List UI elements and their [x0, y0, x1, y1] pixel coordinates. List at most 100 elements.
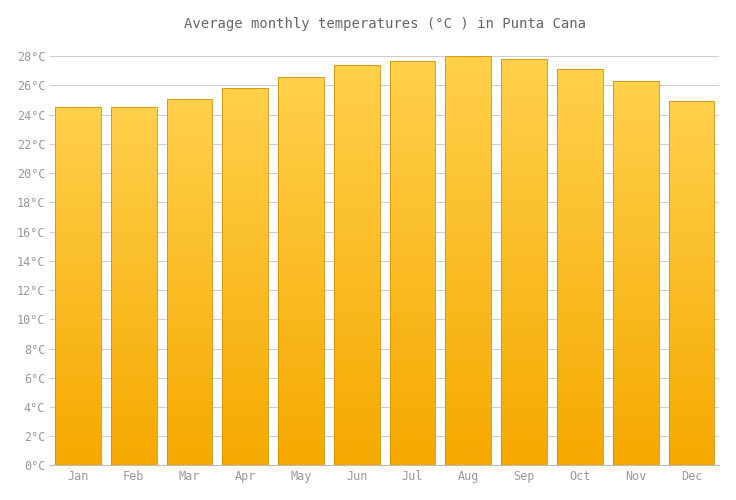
Bar	[389, 232, 436, 237]
Bar	[222, 395, 268, 400]
Bar	[55, 134, 101, 138]
Bar	[278, 364, 324, 368]
Bar	[166, 392, 212, 396]
Bar	[557, 372, 603, 376]
Bar	[111, 340, 157, 344]
Bar	[668, 129, 715, 134]
Bar	[501, 379, 547, 384]
Bar	[111, 161, 157, 166]
Bar	[222, 310, 268, 314]
Bar	[389, 364, 436, 370]
Bar	[389, 116, 436, 121]
Bar	[111, 166, 157, 170]
Bar	[222, 272, 268, 277]
Bar	[668, 220, 715, 224]
Bar	[111, 314, 157, 318]
Bar	[166, 236, 212, 240]
Bar	[111, 354, 157, 358]
Bar	[278, 392, 324, 398]
Bar	[668, 438, 715, 442]
Bar	[613, 264, 659, 268]
Bar	[613, 432, 659, 436]
Bar	[445, 148, 491, 154]
Bar	[278, 407, 324, 412]
Bar	[557, 193, 603, 198]
Bar	[278, 334, 324, 339]
Bar	[278, 252, 324, 256]
Bar	[334, 250, 380, 255]
Bar	[389, 339, 436, 344]
Bar	[166, 254, 212, 259]
Bar	[222, 239, 268, 244]
Bar	[557, 79, 603, 84]
Bar	[557, 327, 603, 332]
Bar	[111, 416, 157, 420]
Bar	[55, 197, 101, 202]
Bar	[389, 228, 436, 232]
Bar	[668, 324, 715, 329]
Bar	[222, 136, 268, 140]
Bar	[613, 120, 659, 124]
Bar	[278, 184, 324, 188]
Bar	[278, 203, 324, 208]
Bar	[501, 176, 547, 181]
Bar	[166, 126, 212, 130]
Bar	[55, 300, 101, 304]
Bar	[166, 213, 212, 218]
Bar	[613, 172, 659, 177]
Bar	[334, 255, 380, 260]
Bar	[445, 394, 491, 399]
Bar	[222, 150, 268, 154]
Bar	[501, 100, 547, 105]
Bar	[613, 81, 659, 86]
Bar	[389, 456, 436, 460]
Bar	[557, 352, 603, 356]
Bar	[278, 228, 324, 232]
Bar	[111, 362, 157, 367]
Bar	[166, 296, 212, 300]
Bar	[501, 303, 547, 308]
Bar	[445, 168, 491, 174]
Bar	[111, 134, 157, 138]
Bar	[166, 364, 212, 369]
Bar	[613, 278, 659, 283]
Bar	[55, 152, 101, 156]
Bar	[613, 168, 659, 172]
Bar	[55, 438, 101, 443]
Bar	[668, 260, 715, 266]
Bar	[166, 356, 212, 360]
Bar	[445, 66, 491, 71]
Bar	[557, 376, 603, 382]
Bar	[166, 452, 212, 456]
Bar	[389, 278, 436, 283]
Bar	[445, 358, 491, 363]
Bar	[334, 145, 380, 150]
Bar	[613, 298, 659, 302]
Bar	[222, 268, 268, 272]
Bar	[389, 156, 436, 162]
Bar	[445, 307, 491, 312]
Bar	[557, 114, 603, 119]
Bar	[166, 264, 212, 268]
Bar	[55, 188, 101, 192]
Bar	[613, 148, 659, 153]
Bar	[445, 276, 491, 281]
Bar	[166, 204, 212, 208]
Bar	[445, 158, 491, 164]
Bar	[501, 268, 547, 272]
Bar	[613, 196, 659, 201]
Bar	[501, 94, 547, 100]
Bar	[613, 225, 659, 230]
Bar	[55, 161, 101, 166]
Bar	[445, 230, 491, 235]
Bar	[222, 461, 268, 466]
Bar	[613, 364, 659, 370]
Bar	[501, 90, 547, 94]
Bar	[166, 117, 212, 121]
Bar	[557, 208, 603, 213]
Bar	[222, 428, 268, 432]
Bar	[111, 170, 157, 174]
Bar	[278, 218, 324, 222]
Bar	[334, 336, 380, 340]
Bar	[668, 434, 715, 438]
